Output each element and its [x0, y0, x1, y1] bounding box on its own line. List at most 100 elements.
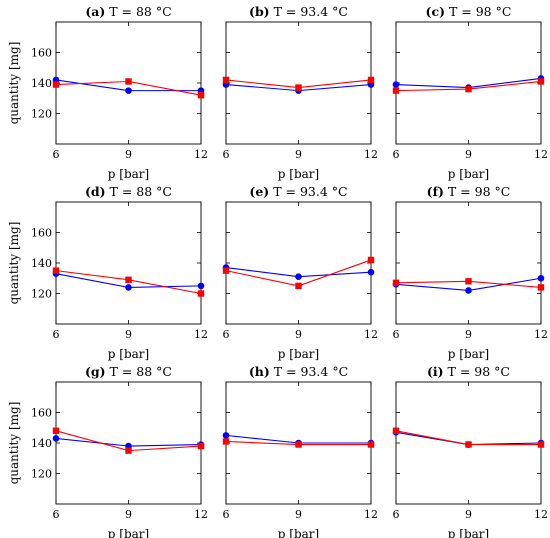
x-tick-label: 9: [465, 508, 472, 521]
point-blue: [465, 287, 472, 294]
panel-tag: (c): [426, 4, 445, 19]
x-tick-label: 12: [534, 328, 548, 341]
y-tick-label: 160: [31, 47, 52, 60]
x-tick-label: 12: [534, 508, 548, 521]
panel-tag: (i): [427, 364, 444, 379]
point-blue: [197, 282, 205, 290]
panel-title-text: T = 98 °C: [444, 184, 510, 199]
y-axis-label: quantity [mg]: [7, 402, 21, 485]
x-tick-label: 9: [125, 328, 132, 341]
y-tick-label: 140: [31, 437, 52, 450]
panel-title-text: T = 88 °C: [106, 364, 172, 379]
panel-title: (f) T = 98 °C: [427, 184, 511, 199]
x-tick-label: 9: [295, 508, 302, 521]
x-tick-label: 12: [194, 148, 208, 161]
x-axis-label: p [bar]: [278, 347, 319, 361]
point-red: [465, 85, 472, 93]
point-red: [367, 76, 375, 84]
panel-title: (e) T = 93.4 °C: [249, 184, 347, 199]
point-red: [52, 267, 60, 274]
x-tick-label: 12: [364, 508, 378, 521]
y-tick-label: 140: [31, 257, 52, 270]
panel-b: (b) T = 93.4 °C 6 9 12 p [bar]: [223, 4, 379, 181]
point-red: [197, 92, 205, 99]
x-axis-label: p [bar]: [278, 527, 319, 538]
plot-frame: [225, 201, 372, 325]
x-tick-label: 6: [223, 508, 230, 521]
panel-tag: (g): [85, 364, 106, 379]
panel-title: (d) T = 88 °C: [85, 184, 172, 199]
y-tick-label: 120: [31, 108, 52, 121]
y-tick-label: 140: [31, 77, 52, 90]
point-red: [197, 442, 205, 450]
x-tick-label: 6: [53, 328, 60, 341]
point-red: [222, 438, 230, 445]
x-axis-label: p [bar]: [108, 527, 149, 538]
panel-title: (a) T = 88 °C: [85, 4, 171, 19]
x-tick-label: 12: [534, 148, 548, 161]
x-tick-label: 6: [393, 328, 400, 341]
panel-tag: (f): [427, 184, 444, 199]
x-axis-label: p [bar]: [278, 167, 319, 181]
point-red: [125, 276, 132, 283]
panel-title: (g) T = 88 °C: [85, 364, 172, 379]
panel-i: (i) T = 98 °C 6 9 12 p [bar]: [393, 364, 549, 538]
point-red: [367, 441, 375, 448]
panel-title-text: T = 93.4 °C: [270, 4, 348, 19]
x-tick-label: 9: [465, 328, 472, 341]
series-line-red: [225, 259, 372, 287]
panel-title-text: T = 93.4 °C: [270, 364, 348, 379]
x-axis-label: p [bar]: [448, 347, 489, 361]
panel-c: (c) T = 98 °C 6 9 12 p [bar]: [393, 4, 549, 181]
point-red: [197, 290, 205, 297]
x-tick-label: 6: [53, 508, 60, 521]
point-red: [392, 87, 400, 94]
point-red: [465, 278, 472, 285]
panel-title-text: T = 88 °C: [106, 184, 172, 199]
y-axis-label: quantity [mg]: [7, 42, 21, 125]
x-axis-label: p [bar]: [108, 167, 149, 181]
plot-frame: [395, 201, 542, 325]
x-tick-label: 6: [223, 148, 230, 161]
point-red: [367, 256, 375, 264]
x-tick-label: 12: [194, 328, 208, 341]
panel-f: (f) T = 98 °C 6 9 12 p [bar]: [393, 184, 549, 361]
panel-e: (e) T = 93.4 °C 6 9 12 p [bar]: [223, 184, 379, 361]
panel-g: (g) T = 88 °C 6 9 12 120 140 160 p [bar] quantit…: [7, 364, 208, 538]
plot-frame: [55, 201, 202, 325]
x-tick-label: 9: [295, 328, 302, 341]
panel-tag: (b): [249, 4, 270, 19]
point-blue: [537, 274, 545, 282]
panel-tag: (d): [85, 184, 106, 199]
y-tick-label: 120: [31, 468, 52, 481]
x-axis-label: p [bar]: [448, 527, 489, 538]
x-tick-label: 12: [364, 148, 378, 161]
point-red: [222, 76, 230, 84]
panel-d: (d) T = 88 °C 6 9 12 120 140 160 p [bar] quantit…: [7, 184, 208, 361]
x-tick-label: 9: [125, 148, 132, 161]
x-tick-label: 12: [194, 508, 208, 521]
x-tick-label: 9: [125, 508, 132, 521]
x-tick-label: 9: [465, 148, 472, 161]
point-blue: [125, 87, 132, 94]
x-tick-label: 12: [364, 328, 378, 341]
y-axis-label: quantity [mg]: [7, 222, 21, 305]
point-red: [125, 78, 132, 85]
point-red: [392, 279, 400, 287]
point-red: [537, 284, 545, 291]
point-red: [222, 267, 230, 274]
point-red: [465, 441, 472, 448]
point-blue: [367, 268, 375, 276]
point-blue: [222, 432, 230, 439]
x-tick-label: 6: [393, 508, 400, 521]
point-red: [537, 441, 545, 448]
point-red: [295, 84, 302, 91]
panel-title: (b) T = 93.4 °C: [249, 4, 348, 19]
panel-tag: (a): [85, 4, 105, 19]
y-tick-label: 160: [31, 227, 52, 240]
panel-h: (h) T = 93.4 °C 6 9 12 p [bar]: [223, 364, 379, 538]
panel-tag: (h): [249, 364, 270, 379]
panel-a: (a) T = 88 °C 6 9 12 120 140 160 p [bar] quantit…: [7, 4, 208, 181]
panel-title-text: T = 88 °C: [105, 4, 171, 19]
